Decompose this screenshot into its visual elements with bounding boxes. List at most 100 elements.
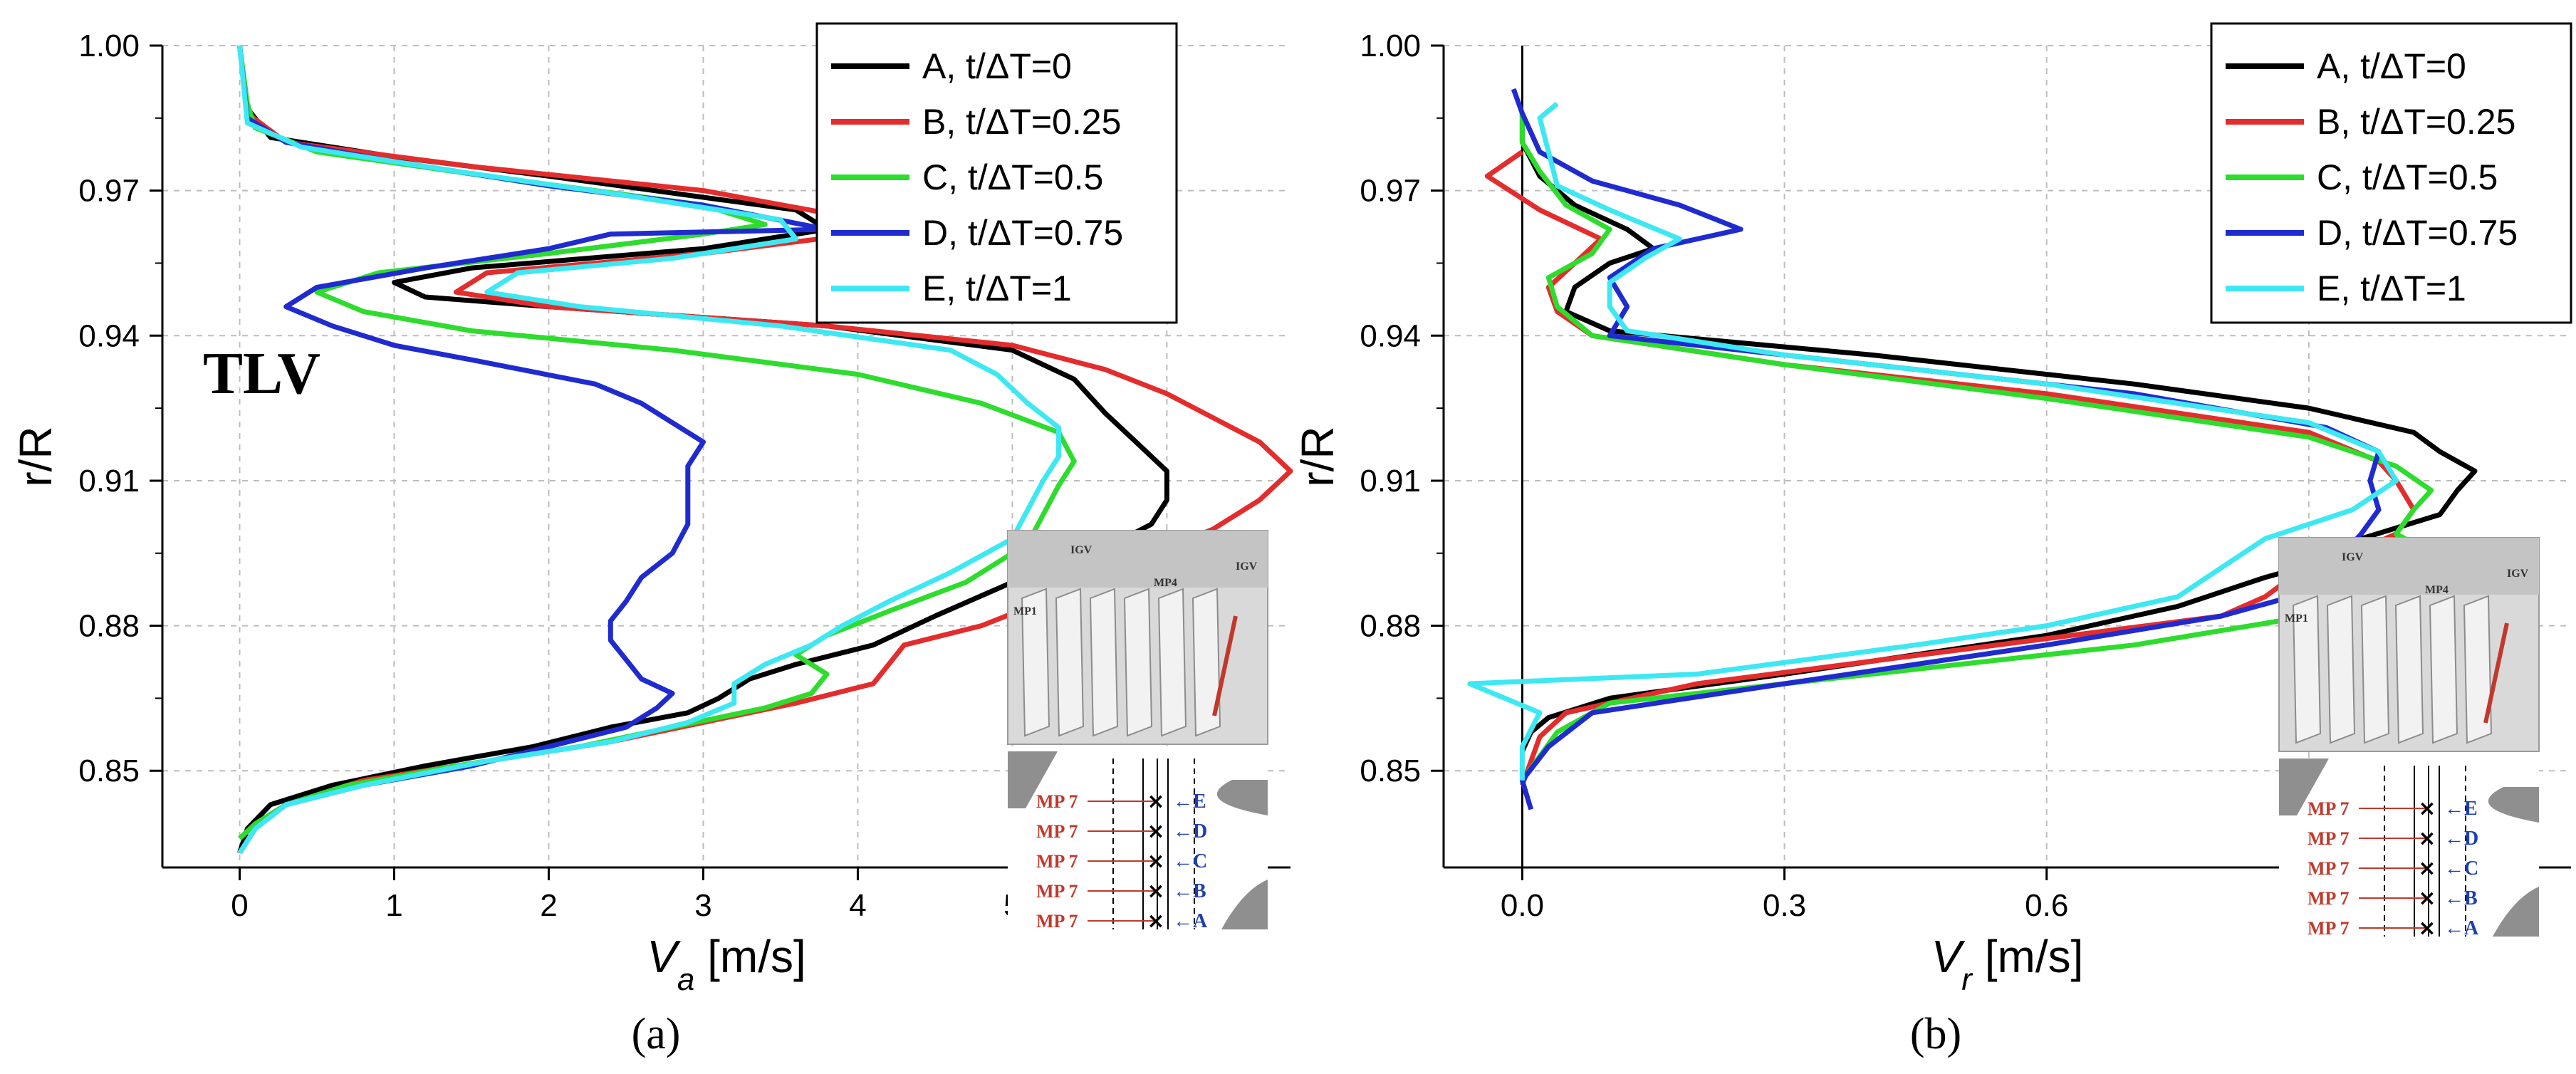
inset-photo-label: MP4 [2425,584,2449,596]
y-tick-label: 1.00 [1360,28,1421,63]
legend-label-b: B, t/ΔT=0.25 [922,102,1121,142]
inset-mp-label: MP 7 [1036,911,1078,932]
legend-label-c: C, t/ΔT=0.5 [922,157,1103,197]
legend-label-e: E, t/ΔT=1 [2317,268,2466,308]
inset-hub-shape-top [2488,787,2539,823]
tlv-annotation: TLV [203,340,320,407]
inset-mp-label: MP 7 [1036,791,1078,812]
inset-blade [2292,595,2322,744]
inset-photo-label: IGV [2507,568,2529,580]
x-tick-label: 0 [231,888,248,923]
inset-mp-label: MP 7 [1036,881,1078,902]
legend-label-d: D, t/ΔT=0.75 [2317,213,2518,253]
inset-photo-label: IGV [2342,551,2364,563]
inset-measure-mark: × [2418,916,2436,941]
inset-point-label: ←C [1173,850,1207,872]
y-tick-label: 0.85 [78,754,140,788]
inset-measure-mark: × [1147,879,1164,904]
x-axis-label: Va [m/s] [647,931,806,997]
inset-blade [2463,595,2493,744]
series-line-e [237,45,1061,855]
inset-blade [2429,595,2458,744]
x-tick-label: 0.6 [2025,888,2068,923]
y-tick-label: 0.97 [78,174,140,209]
inset-point-label: ←B [1173,880,1206,902]
inset-photo-top-band [2279,538,2539,595]
inset-photo-top-band [1008,531,1268,588]
x-tick-label: 4 [849,888,866,923]
inset-mp-label: MP 7 [2308,888,2350,909]
inset-hub-shape-bottom [1221,880,1268,929]
inset-diagram: IGV MP1 MP4 IGV MP 7 × ←E MP 7 × ←D MP 7 × ←C MP 7 × ←B… [1007,530,1268,934]
x-axis-label-subscript: a [677,962,694,997]
inset-probe-line [2483,622,2509,724]
inset-blade-shape [2279,758,2329,815]
x-axis-label: Vr [m/s] [1931,931,2084,997]
inset-measure-mark: × [1147,789,1164,814]
legend-label-b: B, t/ΔT=0.25 [2317,102,2515,142]
inset-measure-mark: × [2418,796,2436,821]
x-axis-label-unit: [m/s] [694,931,805,982]
x-axis-label-symbol: V [1931,931,1966,982]
panel-caption: (b) [1910,1010,1961,1058]
inset-blade-shape [1008,751,1058,808]
inset-photo-label: MP4 [1154,577,1177,589]
inset-measure-mark: × [1147,819,1164,844]
inset-hub-shape-top [1216,780,1268,815]
inset-photo-label: IGV [1236,561,1258,573]
inset-blade [2394,595,2424,744]
inset-blade [1191,588,1221,737]
inset-point-label: ←E [2444,798,2478,820]
inset-photo-label: MP1 [2285,612,2308,625]
legend-label-d: D, t/ΔT=0.75 [922,213,1123,253]
inset-measure-mark: × [1147,849,1164,874]
inset-schematic [2279,758,2539,937]
inset-photo-label: MP1 [1013,605,1037,617]
inset-blade [1123,588,1153,737]
inset-hub-shape-bottom [2493,887,2539,937]
inset-mp-label: MP 7 [1036,821,1078,842]
y-axis-label: r/R [1292,426,1343,486]
inset-measure-mark: × [1147,909,1164,934]
inset-mp-label: MP 7 [1036,851,1078,872]
inset-blade [1021,588,1050,737]
y-tick-label: 0.88 [1360,609,1421,644]
y-tick-label: 1.00 [78,28,140,63]
inset-point-label: ←D [2444,828,2478,850]
panel-caption: (a) [632,1010,681,1058]
legend: A, t/ΔT=0 B, t/ΔT=0.25 C, t/ΔT=0.5 D, t/ΔT=… [2210,22,2572,324]
legend-label-e: E, t/ΔT=1 [922,268,1072,308]
inset-measure-mark: × [2418,886,2436,911]
inset-diagram: IGV MP1 MP4 IGV MP 7 × ←E MP 7 × ←D MP 7 × ←C MP 7 × ←B… [2278,537,2540,941]
inset-point-label: ←E [1173,791,1206,813]
inset-point-label: ←A [2444,917,2479,939]
inset-mp-label: MP 7 [2308,828,2350,849]
legend-label-a: A, t/ΔT=0 [2317,46,2466,86]
legend-label-a: A, t/ΔT=0 [922,46,1072,86]
inset-mp-label: MP 7 [2308,858,2350,879]
x-tick-label: 2 [540,888,557,923]
x-tick-label: 0.0 [1501,888,1544,923]
inset-mp-label: MP 7 [2308,918,2350,939]
series-line-e [1467,101,2399,781]
inset-schematic [1008,751,1268,929]
series-line-d [237,45,830,855]
inset-blade [1055,588,1085,737]
inset-measure-mark: × [2418,826,2436,851]
y-tick-label: 0.85 [1360,754,1421,788]
legend-box [815,22,1178,324]
inset-measure-mark: × [2418,856,2436,881]
y-tick-label: 0.88 [78,609,140,644]
legend-label-c: C, t/ΔT=0.5 [2317,157,2498,197]
x-tick-label: 1 [385,888,402,923]
y-tick-label: 0.91 [78,464,140,499]
inset-point-label: ←A [1173,910,1208,932]
x-tick-label: 3 [694,888,711,923]
inset-mp-label: MP 7 [2308,798,2350,819]
y-tick-label: 0.91 [1360,464,1421,499]
legend: A, t/ΔT=0 B, t/ΔT=0.25 C, t/ΔT=0.5 D, t/ΔT=… [815,22,1178,324]
y-tick-label: 0.94 [78,318,140,353]
